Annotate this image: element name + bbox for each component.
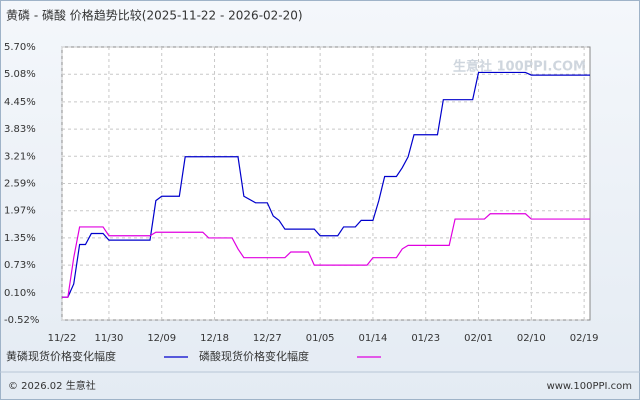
y-tick-label: 5.08% bbox=[4, 69, 36, 80]
x-tick-label: 12/27 bbox=[253, 333, 282, 344]
chart-title: 黄磷 - 磷酸 价格趋势比较(2025-11-22 - 2026-02-20) bbox=[6, 8, 303, 23]
y-tick-label: 3.83% bbox=[4, 124, 36, 135]
y-tick-label: 5.70% bbox=[4, 42, 36, 53]
x-tick-label: 12/09 bbox=[147, 333, 176, 344]
y-tick-label: 2.59% bbox=[4, 179, 36, 190]
footer-right: www.100PPI.com bbox=[547, 381, 632, 392]
x-tick-label: 11/22 bbox=[48, 333, 77, 344]
y-tick-label: 3.21% bbox=[4, 151, 36, 162]
y-tick-label: -0.52% bbox=[4, 315, 39, 326]
legend-label: 黄磷现货价格变化幅度 bbox=[6, 349, 116, 363]
y-tick-label: 0.10% bbox=[4, 288, 36, 299]
x-tick-label: 01/05 bbox=[306, 333, 335, 344]
x-tick-label: 12/18 bbox=[200, 333, 229, 344]
x-tick-label: 01/14 bbox=[359, 333, 388, 344]
x-tick-label: 02/19 bbox=[570, 333, 599, 344]
legend-label: 磷酸现货价格变化幅度 bbox=[199, 349, 309, 363]
y-tick-label: 0.73% bbox=[4, 260, 36, 271]
series-line bbox=[62, 213, 590, 298]
x-tick-label: 11/30 bbox=[95, 333, 124, 344]
y-tick-label: 4.45% bbox=[4, 97, 36, 108]
y-tick-label: 1.35% bbox=[4, 233, 36, 244]
footer-left: © 2026.02 生意社 bbox=[8, 379, 96, 392]
y-tick-label: 1.97% bbox=[4, 206, 36, 217]
x-tick-label: 02/01 bbox=[464, 333, 493, 344]
x-tick-label: 01/23 bbox=[411, 333, 440, 344]
x-tick-label: 02/10 bbox=[517, 333, 546, 344]
series-line bbox=[62, 71, 590, 298]
watermark: 生意社 100PPI.COM bbox=[453, 59, 586, 75]
